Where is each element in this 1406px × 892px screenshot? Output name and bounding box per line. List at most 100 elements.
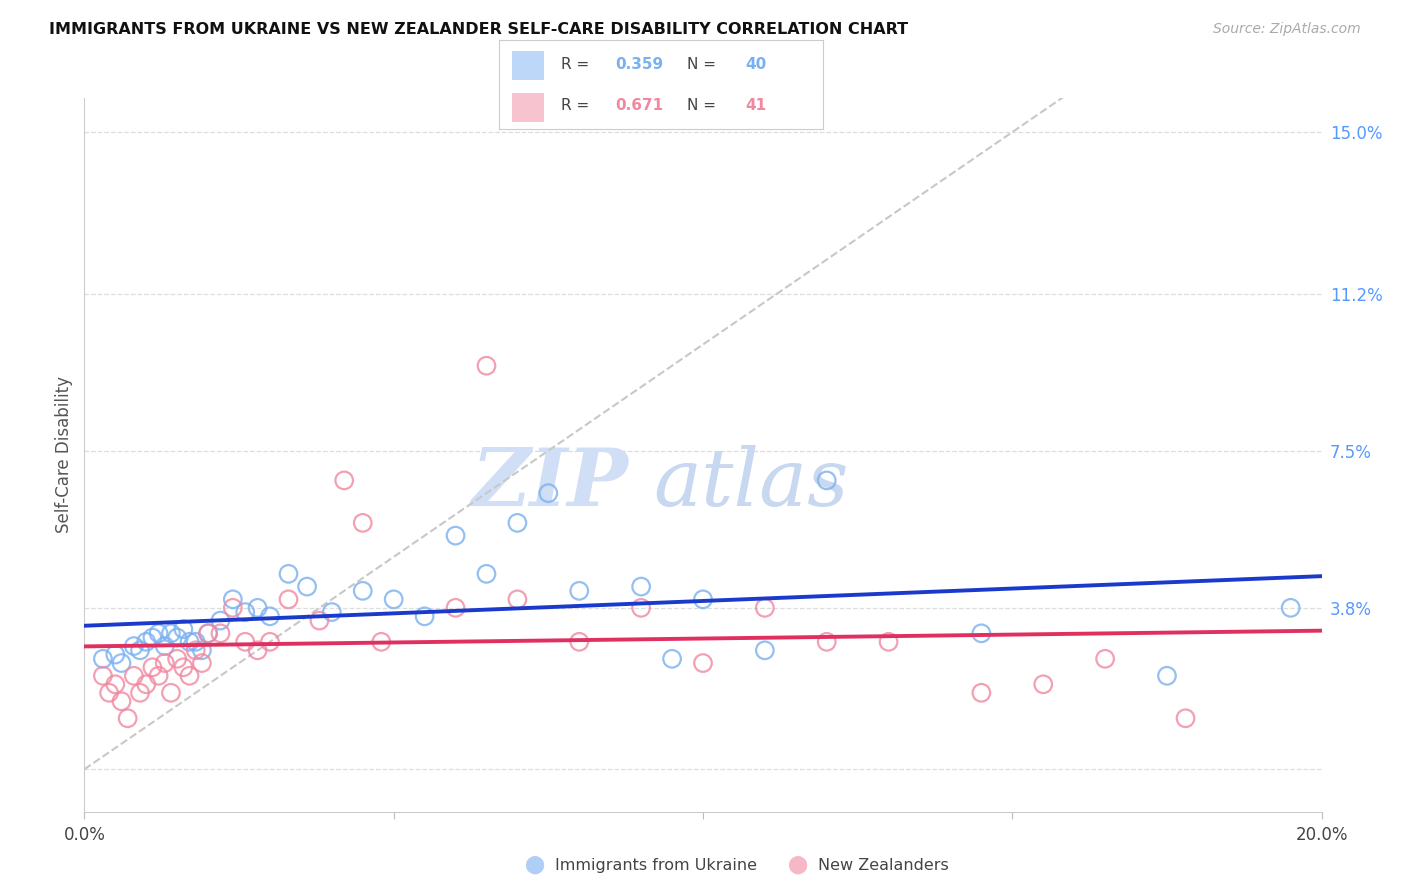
Text: 0.671: 0.671	[616, 98, 664, 112]
Point	[209, 626, 232, 640]
Point	[141, 631, 163, 645]
Point	[129, 643, 152, 657]
Point	[1094, 652, 1116, 666]
Point	[184, 643, 207, 657]
Point	[370, 635, 392, 649]
Point	[413, 609, 436, 624]
Point	[191, 656, 214, 670]
Point	[110, 694, 132, 708]
Y-axis label: Self-Care Disability: Self-Care Disability	[55, 376, 73, 533]
Text: N =: N =	[686, 57, 720, 71]
Point	[815, 635, 838, 649]
Point	[259, 609, 281, 624]
Point	[475, 359, 498, 373]
Point	[209, 614, 232, 628]
Point	[295, 580, 318, 594]
Point	[179, 635, 201, 649]
Point	[321, 605, 343, 619]
Point	[160, 626, 183, 640]
Point	[191, 643, 214, 657]
Point	[352, 516, 374, 530]
Point	[129, 686, 152, 700]
Point	[110, 656, 132, 670]
Point	[153, 639, 176, 653]
Text: 41: 41	[745, 98, 766, 112]
Point	[661, 652, 683, 666]
Point	[98, 686, 121, 700]
Point	[141, 660, 163, 674]
Point	[222, 592, 245, 607]
Point	[104, 648, 127, 662]
Point	[122, 639, 145, 653]
Text: ⬤: ⬤	[524, 856, 544, 874]
Point	[692, 656, 714, 670]
Point	[444, 600, 467, 615]
Point	[135, 635, 157, 649]
Point	[382, 592, 405, 607]
Point	[172, 622, 194, 636]
Point	[506, 592, 529, 607]
Point	[1279, 600, 1302, 615]
Point	[153, 656, 176, 670]
Point	[754, 600, 776, 615]
Text: ⬤: ⬤	[787, 856, 807, 874]
Point	[246, 600, 269, 615]
Point	[148, 626, 170, 640]
Point	[537, 486, 560, 500]
Point	[754, 643, 776, 657]
Point	[352, 583, 374, 598]
Point	[1032, 677, 1054, 691]
Text: Immigrants from Ukraine: Immigrants from Ukraine	[555, 858, 758, 872]
Point	[179, 669, 201, 683]
Point	[1174, 711, 1197, 725]
Point	[444, 528, 467, 542]
Point	[122, 669, 145, 683]
Point	[277, 592, 299, 607]
Text: 40: 40	[745, 57, 766, 71]
Text: New Zealanders: New Zealanders	[818, 858, 949, 872]
Text: IMMIGRANTS FROM UKRAINE VS NEW ZEALANDER SELF-CARE DISABILITY CORRELATION CHART: IMMIGRANTS FROM UKRAINE VS NEW ZEALANDER…	[49, 22, 908, 37]
Point	[246, 643, 269, 657]
Text: R =: R =	[561, 98, 593, 112]
Point	[117, 711, 139, 725]
Point	[135, 677, 157, 691]
Point	[166, 631, 188, 645]
Point	[197, 626, 219, 640]
Point	[630, 580, 652, 594]
Point	[877, 635, 900, 649]
Point	[815, 474, 838, 488]
Point	[160, 686, 183, 700]
Point	[259, 635, 281, 649]
Point	[568, 583, 591, 598]
Bar	[512, 51, 544, 80]
Point	[233, 635, 256, 649]
Point	[91, 652, 114, 666]
Bar	[512, 93, 544, 122]
Point	[970, 686, 993, 700]
Text: N =: N =	[686, 98, 720, 112]
Point	[692, 592, 714, 607]
Point	[333, 474, 356, 488]
Point	[970, 626, 993, 640]
Point	[91, 669, 114, 683]
Point	[630, 600, 652, 615]
Point	[506, 516, 529, 530]
Point	[233, 605, 256, 619]
Point	[308, 614, 330, 628]
Point	[148, 669, 170, 683]
Text: atlas: atlas	[654, 445, 849, 522]
Text: Source: ZipAtlas.com: Source: ZipAtlas.com	[1213, 22, 1361, 37]
Text: R =: R =	[561, 57, 593, 71]
Point	[197, 626, 219, 640]
Point	[184, 635, 207, 649]
Point	[1156, 669, 1178, 683]
Point	[277, 566, 299, 581]
Point	[222, 600, 245, 615]
Text: ZIP: ZIP	[472, 445, 628, 522]
Point	[172, 660, 194, 674]
Text: 0.359: 0.359	[616, 57, 664, 71]
Point	[166, 652, 188, 666]
Point	[568, 635, 591, 649]
Point	[475, 566, 498, 581]
Point	[104, 677, 127, 691]
